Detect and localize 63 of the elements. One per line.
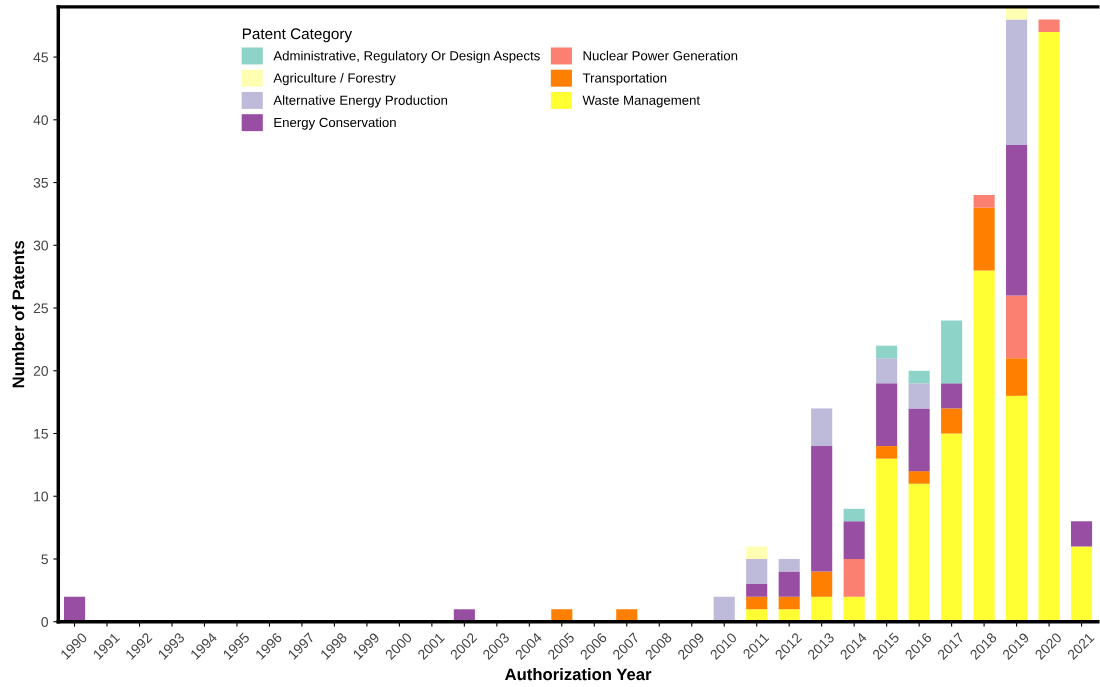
legend-label: Alternative Energy Production <box>273 95 448 108</box>
bar <box>1006 358 1028 396</box>
x-axis-title: Authorization Year <box>504 668 652 681</box>
bar <box>941 383 963 409</box>
y-tick-label: 10 <box>34 491 49 502</box>
bar <box>973 270 995 622</box>
bar <box>746 546 768 559</box>
bar <box>876 345 898 359</box>
y-tick-label: 0 <box>41 617 49 627</box>
legend-label: Energy Conservation <box>274 117 396 130</box>
bar <box>811 596 833 622</box>
bar <box>876 383 898 447</box>
bar <box>713 596 735 622</box>
legend-label: Nuclear Power Generation <box>583 50 738 61</box>
y-tick-label: 20 <box>33 366 49 376</box>
y-tick-label: 35 <box>33 177 48 188</box>
bar <box>746 596 768 610</box>
bar <box>908 471 930 484</box>
bar <box>843 558 865 597</box>
bar <box>778 558 800 572</box>
bar <box>876 446 898 459</box>
bar <box>1071 521 1093 547</box>
bar <box>1006 395 1028 622</box>
y-tick-label: 25 <box>33 303 48 314</box>
bar <box>778 571 800 597</box>
bar <box>811 571 833 597</box>
bar <box>63 596 86 622</box>
bar <box>746 558 768 585</box>
bar <box>876 358 898 384</box>
bar <box>1038 19 1060 32</box>
bar <box>908 483 930 622</box>
bar <box>908 383 930 409</box>
bar <box>1006 295 1028 359</box>
bar <box>973 207 995 271</box>
legend-label: Agriculture / Forestry <box>273 72 396 86</box>
legend-title: Patent Category <box>242 28 353 43</box>
y-tick-label: 5 <box>41 554 48 565</box>
bar <box>843 508 865 522</box>
bar <box>876 458 898 622</box>
y-tick-label: 40 <box>33 115 49 125</box>
bar <box>843 521 865 559</box>
y-tick-label: 30 <box>33 240 49 251</box>
bar <box>908 370 930 384</box>
bar <box>941 408 963 434</box>
bar <box>973 195 995 208</box>
bar <box>811 408 833 447</box>
y-tick-label: 15 <box>34 428 48 439</box>
bar <box>843 596 865 622</box>
bar <box>941 433 963 622</box>
bar <box>1038 31 1060 622</box>
bar <box>941 320 963 384</box>
bar <box>778 596 800 610</box>
bar <box>908 408 930 472</box>
legend-label: Administrative, Regulatory Or Design Aspects <box>273 50 540 64</box>
y-axis-title: Number of Patents <box>12 240 25 388</box>
legend-label: Transportation <box>582 72 667 86</box>
y-tick-label: 45 <box>33 52 48 63</box>
legend-label: Waste Management <box>582 95 700 108</box>
bar <box>1071 546 1093 622</box>
bar <box>746 584 768 597</box>
bar <box>1006 144 1028 296</box>
bar <box>811 446 833 572</box>
bar <box>1006 19 1028 145</box>
